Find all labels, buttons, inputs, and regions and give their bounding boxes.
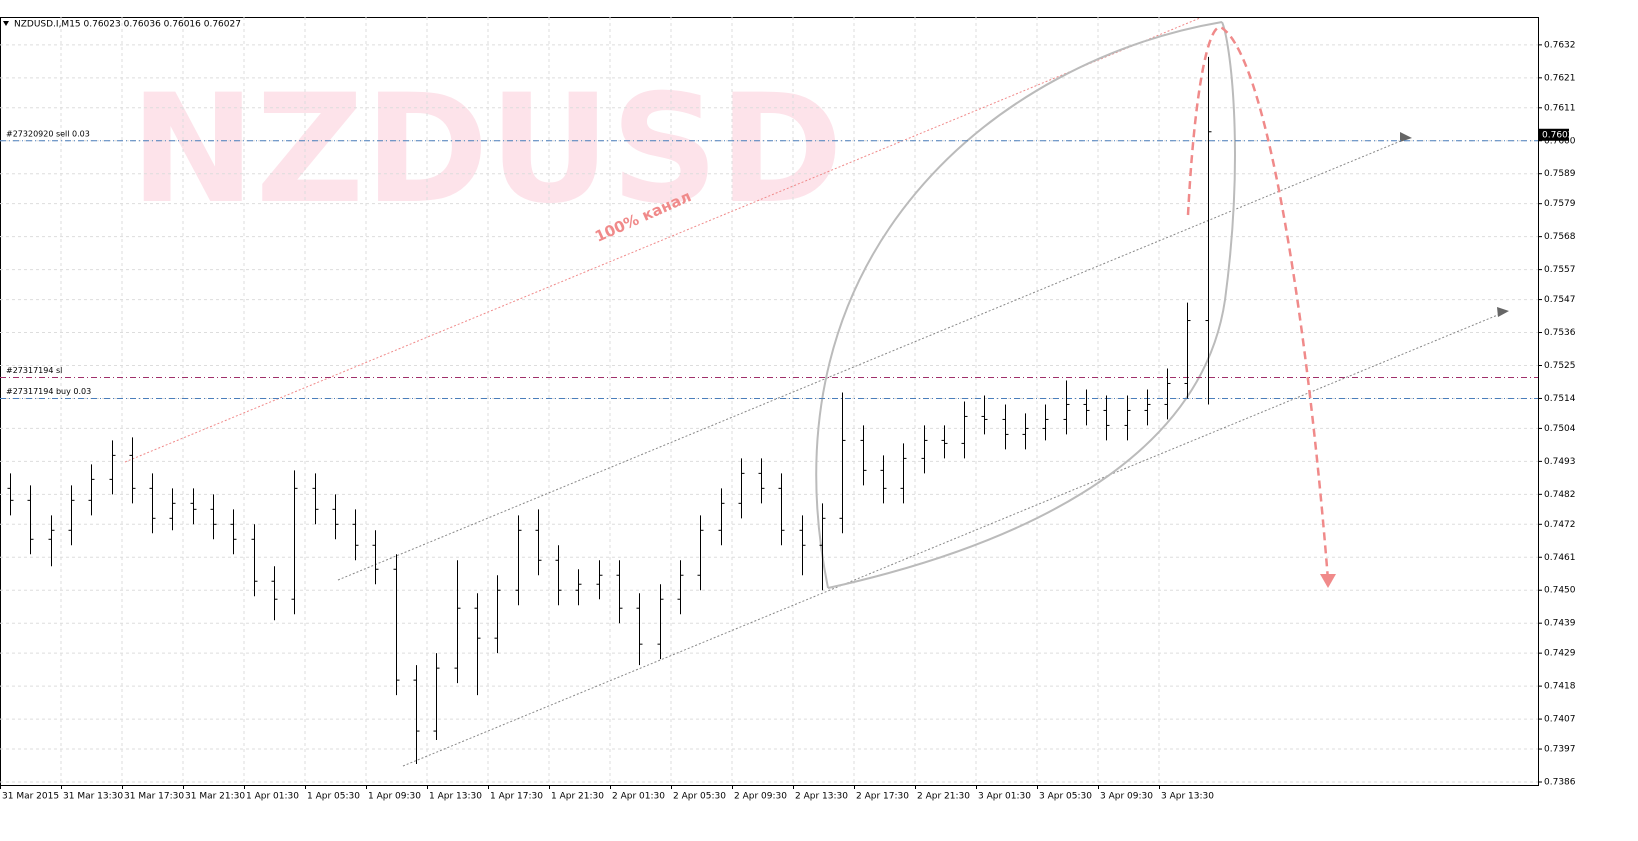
y-tick-label: 0.7407 [1544,715,1576,725]
channel-arrow [124,17,1201,463]
x-tick-label: 2 Apr 21:30 [917,792,970,802]
y-tick-label: 0.7589 [1544,169,1576,179]
x-tick-label: 31 Mar 21:30 [185,792,245,802]
y-tick-label: 0.7568 [1544,232,1576,242]
current-price-box [1539,128,1569,141]
x-tick-label: 1 Apr 13:30 [429,792,482,802]
x-tick-label: 3 Apr 01:30 [978,792,1031,802]
x-tick-label: 2 Apr 13:30 [795,792,848,802]
x-tick-label: 2 Apr 01:30 [612,792,665,802]
y-tick-label: 0.7504 [1544,424,1576,434]
x-tick-label: 3 Apr 09:30 [1100,792,1153,802]
curve [815,21,1223,589]
x-tick-label: 31 Mar 13:30 [63,792,123,802]
arrow-head [1497,307,1509,317]
current-price-label: 0.7602 [1542,130,1574,140]
order-label: #27320920 sell 0.03 [6,129,90,138]
y-tick-label: 0.7621 [1544,73,1576,83]
y-tick-label: 0.7579 [1544,199,1576,209]
y-tick-label: 0.7397 [1544,745,1576,755]
chart-header: NZDUSD.I,M15 0.76023 0.76036 0.76016 0.7… [14,20,241,30]
y-tick-label: 0.7386 [1544,778,1576,788]
y-tick-label: 0.7632 [1544,40,1576,50]
x-tick-label: 2 Apr 17:30 [856,792,909,802]
x-tick-label: 31 Mar 17:30 [124,792,184,802]
trend-line [337,137,1409,581]
arrow-head [1400,132,1412,142]
arrow-head [1320,574,1336,588]
x-tick-label: 2 Apr 05:30 [673,792,726,802]
y-tick-label: 0.7557 [1544,265,1576,275]
y-tick-label: 0.7450 [1544,586,1576,596]
y-tick-label: 0.7600 [1544,136,1576,146]
x-tick-label: 31 Mar 2015 [2,792,59,802]
x-tick-label: 3 Apr 05:30 [1039,792,1092,802]
y-tick-label: 0.7493 [1544,457,1576,467]
x-tick-label: 1 Apr 21:30 [551,792,604,802]
curve [827,21,1236,589]
x-tick-label: 3 Apr 13:30 [1161,792,1214,802]
y-tick-label: 0.7472 [1544,520,1576,530]
header-arrow [3,21,9,26]
drawings [124,17,1509,767]
y-tick-label: 0.7525 [1544,361,1576,371]
x-tick-label: 1 Apr 01:30 [246,792,299,802]
watermark: NZDUSD [130,63,843,237]
forecast-arrow [1186,26,1330,581]
plot-frame [0,17,1539,786]
x-tick-label: 1 Apr 09:30 [368,792,421,802]
order-label: #27317194 buy 0.03 [6,387,91,396]
y-tick-label: 0.7536 [1544,328,1576,338]
trend-line [402,311,1506,767]
y-tick-label: 0.7611 [1544,103,1576,113]
x-tick-label: 2 Apr 09:30 [734,792,787,802]
x-tick-label: 1 Apr 17:30 [490,792,543,802]
y-tick-label: 0.7429 [1544,649,1576,659]
y-tick-label: 0.7418 [1544,682,1576,692]
y-tick-label: 0.7514 [1544,394,1576,404]
order-label: #27317194 sl [6,366,62,375]
y-tick-label: 0.7439 [1544,619,1576,629]
y-tick-label: 0.7482 [1544,490,1576,500]
y-tick-label: 0.7547 [1544,295,1576,305]
y-tick-label: 0.7461 [1544,553,1576,563]
x-tick-label: 1 Apr 05:30 [307,792,360,802]
